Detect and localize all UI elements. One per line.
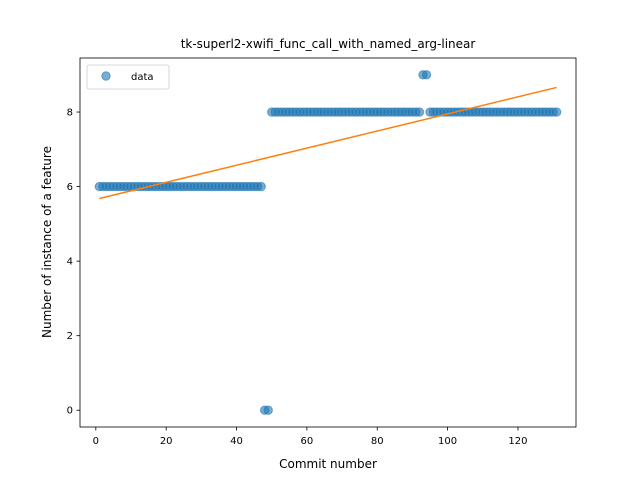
legend-label-data: data (131, 72, 154, 83)
legend-marker-data (102, 72, 110, 80)
y-tick-label: 8 (67, 108, 73, 119)
y-tick-label: 0 (67, 406, 73, 417)
x-tick-label: 20 (160, 436, 173, 447)
x-tick-label: 0 (93, 436, 99, 447)
data-point (257, 182, 265, 190)
legend-box (87, 65, 169, 89)
y-tick-label: 4 (67, 257, 73, 268)
x-tick-label: 40 (230, 436, 243, 447)
data-point (415, 108, 423, 116)
y-tick-label: 2 (67, 331, 73, 342)
x-tick-label: 100 (438, 436, 457, 447)
x-axis-label: Commit number (279, 457, 377, 471)
legend: data (87, 65, 169, 89)
y-tick-label: 6 (67, 182, 73, 193)
data-point (422, 71, 430, 79)
x-tick-label: 80 (371, 436, 384, 447)
y-axis-label: Number of instance of a feature (40, 146, 54, 338)
x-tick-label: 60 (301, 436, 314, 447)
chart-title: tk-superl2-xwifi_func_call_with_named_ar… (181, 37, 476, 51)
data-point (264, 406, 272, 414)
data-point (552, 108, 560, 116)
x-tick-label: 120 (508, 436, 527, 447)
